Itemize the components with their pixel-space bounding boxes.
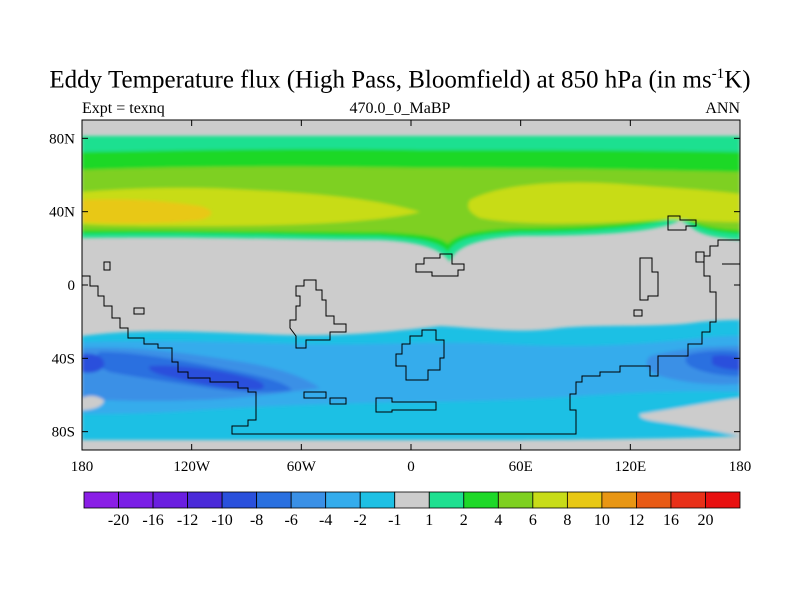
- coast-japan: [667, 215, 697, 231]
- colorbar-label: -6: [284, 512, 297, 529]
- colorbar-label: -12: [177, 512, 198, 529]
- x-axis: 180 120W 60W 0 60E 120E 180: [71, 120, 752, 475]
- colorbar-swatch: [221, 491, 258, 509]
- x-tick-label: 180: [71, 459, 94, 475]
- y-tick-label: 80N: [49, 131, 75, 147]
- chart-title: Eddy Temperature flux (High Pass, Bloomf…: [0, 66, 800, 94]
- coast-america: [82, 239, 740, 435]
- colorbar-swatch: [463, 491, 499, 509]
- colorbar-swatch: [601, 491, 637, 509]
- colorbar-label: -8: [250, 512, 263, 529]
- coast-asia-north: [415, 253, 465, 277]
- x-tick-label: 60E: [509, 459, 533, 475]
- colorbar-label: -4: [319, 512, 332, 529]
- colorbar-label: -2: [354, 512, 367, 529]
- coast-tasman-1: [303, 391, 327, 399]
- sh-band-8-10-east: [712, 355, 740, 370]
- y-tick-label: 80S: [52, 425, 75, 441]
- colorbar-swatch: [566, 491, 603, 509]
- season-label: ANN: [705, 100, 740, 117]
- colorbar-label: 1: [425, 512, 433, 529]
- colorbar-label: 20: [697, 512, 713, 529]
- y-tick-label: 40N: [49, 205, 75, 221]
- title-main: Eddy Temperature flux (High Pass, Bloomf…: [49, 66, 712, 94]
- x-tick-label: 180: [729, 459, 752, 475]
- colorbar-swatch: [325, 491, 361, 509]
- colorbar-label: -10: [211, 512, 232, 529]
- experiment-label: Expt = texnq: [82, 100, 165, 117]
- coast-island-3: [695, 251, 705, 263]
- colorbar-label: 12: [628, 512, 644, 529]
- nh-band-6-8-east: [468, 182, 740, 224]
- time-label: 470.0_0_MaBP: [349, 100, 451, 117]
- y-axis: 80N 40N 0 40S 80S: [49, 131, 740, 441]
- coast-island-4: [633, 309, 643, 317]
- colorbar-swatch: [532, 491, 568, 509]
- colorbar-swatch: [636, 491, 672, 509]
- sh-gap-east: [639, 398, 740, 436]
- colorbar-label: 8: [563, 512, 571, 529]
- x-tick-label: 0: [407, 459, 415, 475]
- nh-band-8-10: [82, 199, 212, 224]
- colorbar-swatch: [497, 491, 534, 509]
- colorbar-swatch: [290, 491, 327, 509]
- coast-south-asia: [395, 329, 445, 381]
- x-tick-label: 120W: [173, 459, 211, 475]
- colorbar-label: 10: [594, 512, 610, 529]
- coast-island-1: [133, 307, 145, 315]
- coast-europe-africa: [289, 279, 347, 349]
- colorbar-label: -16: [142, 512, 163, 529]
- colorbar-swatch: [394, 491, 430, 509]
- title-units-end: K): [724, 66, 751, 94]
- coast-east-asia: [639, 257, 659, 301]
- colorbar-label: 4: [494, 512, 502, 529]
- title-superscript: -1: [711, 66, 725, 82]
- colorbar-label: -1: [388, 512, 401, 529]
- y-tick-label: 0: [68, 278, 76, 294]
- y-tick-label: 40S: [52, 351, 75, 367]
- coast-tasman-2: [329, 397, 347, 405]
- x-tick-label: 60W: [287, 459, 317, 475]
- colorbar-swatch: [428, 491, 465, 509]
- colorbar-swatch: [83, 491, 119, 509]
- colorbar-swatch: [359, 491, 396, 509]
- colorbar-swatch: [118, 491, 154, 509]
- colorbar-label: 16: [663, 512, 679, 529]
- colorbar-label: 6: [529, 512, 537, 529]
- colorbar-swatch: [152, 491, 188, 509]
- colorbar-label: -20: [108, 512, 129, 529]
- map-area: [82, 120, 740, 450]
- coast-island-2: [103, 261, 111, 271]
- colorbar: -20 -16 -12 -10 -8 -6 -4 -2 -1 1 2 4 6 8 10 12 16 20: [83, 491, 741, 529]
- sh-gap-west: [82, 395, 104, 410]
- colorbar-label: 2: [460, 512, 468, 529]
- colorbar-swatch: [187, 491, 223, 509]
- colorbar-swatch: [705, 491, 741, 509]
- x-tick-label: 120E: [614, 459, 646, 475]
- colorbar-swatch: [670, 491, 706, 509]
- coast-antarctic-piece: [375, 397, 437, 413]
- coastlines: [82, 215, 740, 435]
- colorbar-swatch: [256, 491, 292, 509]
